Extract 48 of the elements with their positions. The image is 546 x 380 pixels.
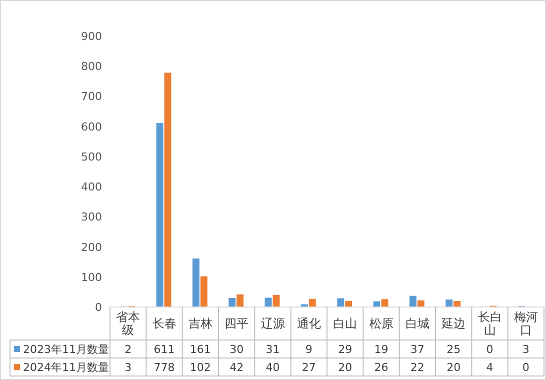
data-label: 3 (124, 361, 132, 374)
data-label: 22 (410, 361, 424, 374)
x-tick-label: 吉林 (188, 316, 212, 330)
y-tick-label: 800 (81, 60, 102, 74)
data-label: 161 (190, 343, 211, 356)
data-label: 3 (522, 343, 530, 356)
y-tick-label: 600 (81, 120, 102, 134)
x-tick-label: 白城 (405, 316, 430, 330)
legend-label: 2024年11月数量 (23, 361, 109, 374)
x-tick-label: 松原 (369, 316, 394, 330)
y-tick-label: 900 (81, 30, 102, 43)
data-label: 26 (374, 361, 388, 374)
y-tick-label: 700 (81, 90, 102, 104)
data-label: 25 (446, 343, 461, 356)
x-tick-label: 延边 (440, 316, 466, 330)
data-label: 30 (230, 343, 244, 356)
data-label: 29 (338, 343, 352, 356)
x-tick-label: 白山 (333, 316, 358, 330)
y-tick-label: 400 (81, 180, 102, 194)
y-tick-label: 200 (81, 240, 102, 254)
data-label: 778 (154, 361, 175, 374)
data-label: 9 (305, 343, 312, 356)
data-label: 27 (302, 361, 316, 374)
y-tick-label: 0 (95, 301, 102, 314)
y-tick-label: 300 (81, 210, 102, 224)
data-label: 0 (486, 343, 494, 356)
data-label: 19 (374, 343, 388, 356)
x-tick-label: 四平 (224, 316, 249, 330)
x-tick-label: 省本级 (116, 310, 140, 337)
data-label: 42 (230, 361, 244, 374)
x-tick-label: 辽源 (260, 316, 285, 330)
x-tick-label: 长白山 (478, 310, 502, 337)
data-label: 20 (338, 361, 352, 374)
data-label: 611 (154, 343, 175, 356)
x-tick-label: 梅河口 (512, 310, 538, 337)
data-label: 4 (486, 361, 494, 374)
legend-label: 2023年11月数量 (23, 343, 109, 356)
y-tick-label: 500 (81, 150, 102, 164)
y-tick-label: 100 (81, 270, 102, 284)
data-label: 31 (266, 343, 280, 356)
data-label: 2 (124, 343, 132, 356)
data-label: 20 (446, 361, 461, 374)
x-tick-label: 长春 (152, 316, 176, 330)
data-label: 0 (522, 361, 530, 374)
x-tick-label: 通化 (296, 316, 321, 330)
data-label: 40 (266, 361, 280, 374)
data-label: 37 (410, 343, 424, 356)
data-label: 102 (190, 361, 211, 374)
